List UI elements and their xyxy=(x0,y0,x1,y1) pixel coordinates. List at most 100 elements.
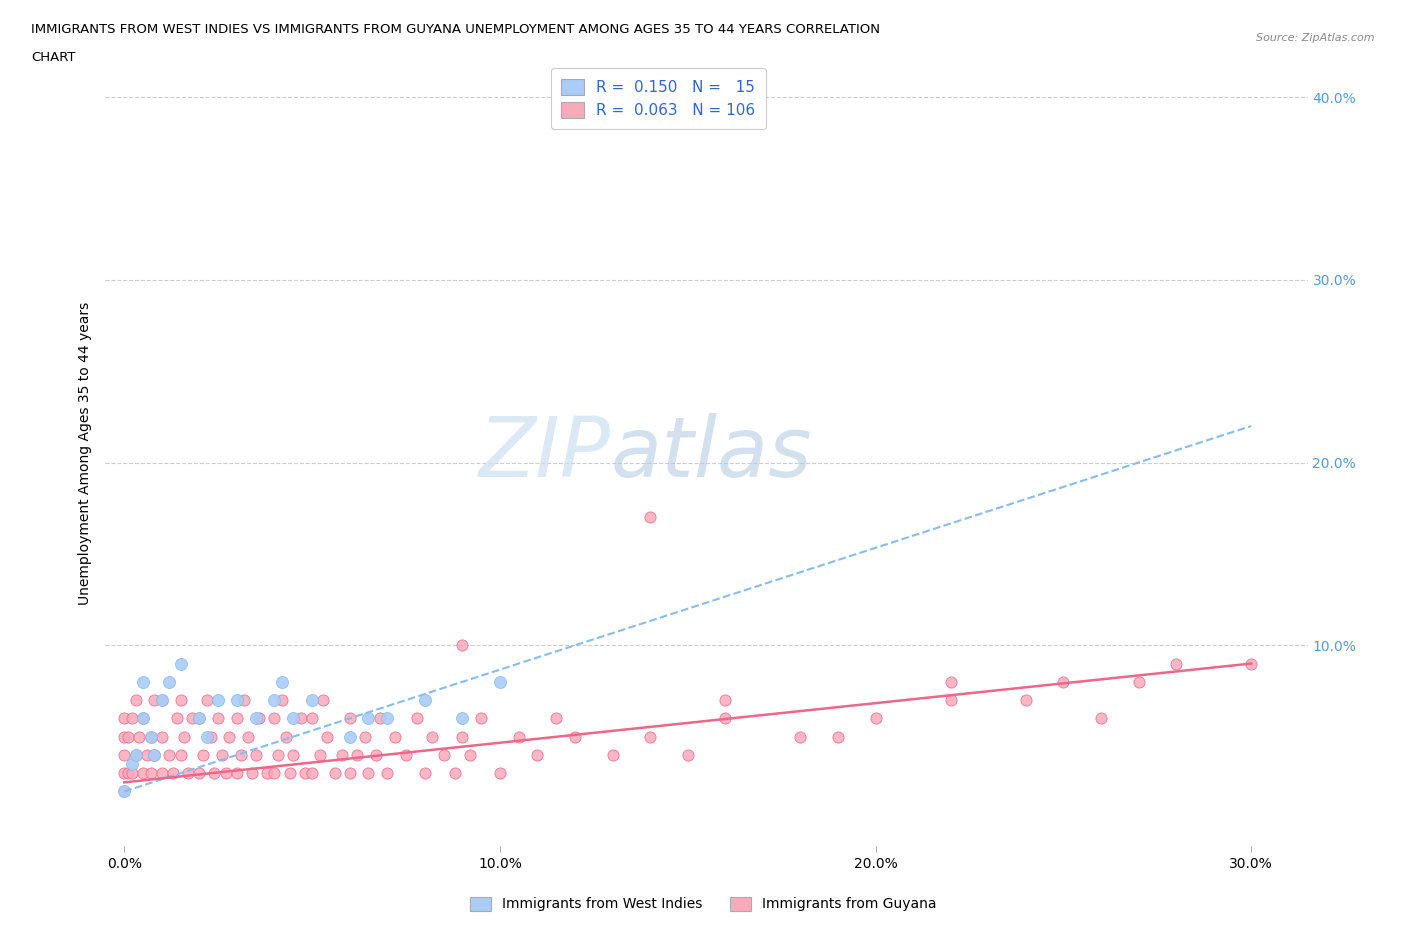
Text: ZIP: ZIP xyxy=(478,413,610,494)
Point xyxy=(375,765,398,780)
Text: CHART: CHART xyxy=(31,51,76,64)
Point xyxy=(121,711,143,725)
Point xyxy=(229,748,252,763)
Point xyxy=(112,748,135,763)
Point xyxy=(458,748,481,763)
Text: atlas: atlas xyxy=(610,413,813,494)
Point xyxy=(339,711,361,725)
Point xyxy=(121,757,143,772)
Point xyxy=(218,729,240,744)
Point xyxy=(384,729,406,744)
Point xyxy=(546,711,568,725)
Text: Source: ZipAtlas.com: Source: ZipAtlas.com xyxy=(1257,33,1375,43)
Point xyxy=(714,711,737,725)
Point xyxy=(357,765,380,780)
Point xyxy=(211,748,233,763)
Point xyxy=(638,729,661,744)
Point xyxy=(1128,674,1150,689)
Point xyxy=(150,693,173,708)
Point xyxy=(226,693,249,708)
Point xyxy=(112,784,135,799)
Point xyxy=(200,729,222,744)
Point xyxy=(169,748,191,763)
Point xyxy=(312,693,335,708)
Point xyxy=(1052,674,1074,689)
Point xyxy=(166,711,188,725)
Point xyxy=(173,729,195,744)
Point xyxy=(939,693,962,708)
Point xyxy=(238,729,260,744)
Point xyxy=(330,748,353,763)
Point xyxy=(207,711,229,725)
Point xyxy=(274,729,297,744)
Point xyxy=(150,729,173,744)
Point xyxy=(177,765,200,780)
Point xyxy=(1240,656,1263,671)
Point xyxy=(207,693,229,708)
Point xyxy=(180,711,202,725)
Point xyxy=(117,729,139,744)
Point xyxy=(157,748,180,763)
Point xyxy=(420,729,443,744)
Point xyxy=(413,765,436,780)
Y-axis label: Unemployment Among Ages 35 to 44 years: Unemployment Among Ages 35 to 44 years xyxy=(77,301,91,605)
Point xyxy=(132,711,155,725)
Point xyxy=(865,711,887,725)
Point xyxy=(128,729,150,744)
Point xyxy=(139,729,162,744)
Point xyxy=(368,711,391,725)
Point xyxy=(432,748,454,763)
Point xyxy=(132,674,155,689)
Point xyxy=(263,765,285,780)
Point xyxy=(353,729,375,744)
Point xyxy=(789,729,811,744)
Point xyxy=(188,711,211,725)
Point xyxy=(939,674,962,689)
Text: IMMIGRANTS FROM WEST INDIES VS IMMIGRANTS FROM GUYANA UNEMPLOYMENT AMONG AGES 35: IMMIGRANTS FROM WEST INDIES VS IMMIGRANT… xyxy=(31,23,880,36)
Point xyxy=(202,765,225,780)
Point xyxy=(301,693,323,708)
Point xyxy=(245,748,267,763)
Point xyxy=(226,765,249,780)
Point xyxy=(143,748,166,763)
Point xyxy=(124,748,146,763)
Point xyxy=(395,748,418,763)
Point xyxy=(139,729,162,744)
Point xyxy=(143,748,166,763)
Point xyxy=(188,765,211,780)
Point xyxy=(132,765,155,780)
Point xyxy=(112,784,135,799)
Point xyxy=(451,638,474,653)
Point xyxy=(157,674,180,689)
Point xyxy=(263,711,285,725)
Point xyxy=(301,765,323,780)
Point xyxy=(413,693,436,708)
Point xyxy=(188,711,211,725)
Point xyxy=(240,765,263,780)
Point xyxy=(470,711,492,725)
Point xyxy=(143,693,166,708)
Point xyxy=(195,729,218,744)
Point xyxy=(451,711,474,725)
Point xyxy=(364,748,387,763)
Point xyxy=(602,748,624,763)
Point xyxy=(489,674,512,689)
Point xyxy=(169,656,191,671)
Point xyxy=(714,693,737,708)
Point xyxy=(233,693,256,708)
Point xyxy=(676,748,699,763)
Point xyxy=(1164,656,1187,671)
Legend: Immigrants from West Indies, Immigrants from Guyana: Immigrants from West Indies, Immigrants … xyxy=(463,890,943,919)
Point xyxy=(357,711,380,725)
Point xyxy=(139,765,162,780)
Point xyxy=(263,693,285,708)
Point xyxy=(267,748,290,763)
Point xyxy=(294,765,316,780)
Point xyxy=(256,765,278,780)
Point xyxy=(135,748,157,763)
Point xyxy=(112,711,135,725)
Point xyxy=(564,729,586,744)
Point xyxy=(443,765,465,780)
Point xyxy=(271,674,294,689)
Point xyxy=(117,765,139,780)
